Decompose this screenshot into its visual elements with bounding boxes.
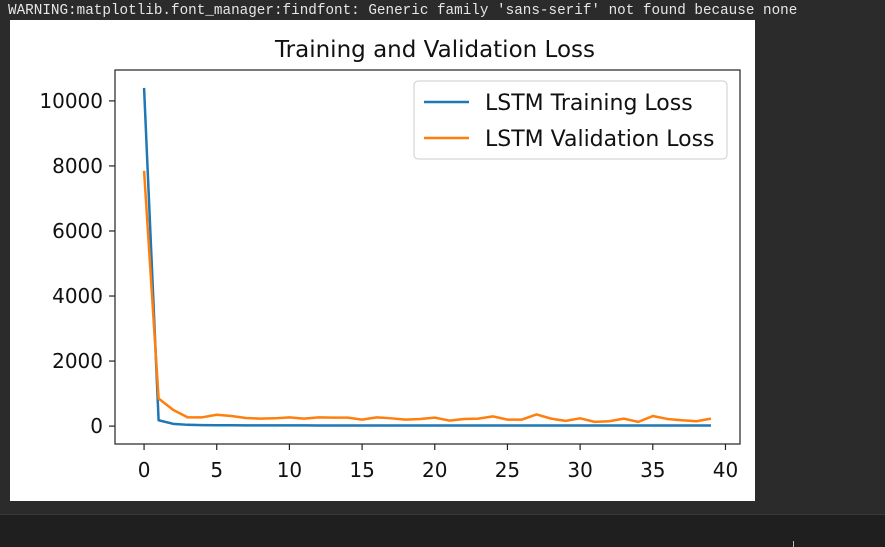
y-axis-ticks: 0 2000 4000 6000 8000 10000 bbox=[39, 89, 115, 438]
console-bottom-bar bbox=[0, 514, 885, 547]
legend-label-validation: LSTM Validation Loss bbox=[485, 127, 715, 152]
plot-frame bbox=[114, 69, 741, 445]
cursor-marker bbox=[793, 541, 794, 547]
validation-loss-line bbox=[142, 170, 712, 424]
x-tick-label: 20 bbox=[422, 458, 447, 482]
x-tick-label: 25 bbox=[495, 458, 520, 482]
x-tick-label: 10 bbox=[277, 458, 302, 482]
x-tick-label: 0 bbox=[138, 458, 151, 482]
chart-title: Training and Validation Loss bbox=[274, 37, 595, 63]
y-tick-label: 8000 bbox=[52, 154, 103, 178]
y-tick-label: 10000 bbox=[39, 89, 103, 113]
x-axis-ticks: 0 5 10 15 20 25 30 35 40 bbox=[138, 444, 738, 482]
x-tick-label: 15 bbox=[349, 458, 374, 482]
x-tick-label: 30 bbox=[567, 458, 592, 482]
y-tick-label: 0 bbox=[90, 414, 103, 438]
training-loss-line bbox=[142, 87, 711, 427]
x-tick-label: 35 bbox=[640, 458, 665, 482]
y-tick-label: 2000 bbox=[52, 349, 103, 373]
series-lines bbox=[142, 87, 712, 427]
x-tick-label: 5 bbox=[210, 458, 223, 482]
plot-output: Training and Validation Loss 0 5 10 15 20 25 3… bbox=[10, 20, 755, 501]
y-tick-label: 6000 bbox=[52, 219, 103, 243]
legend-box bbox=[413, 80, 728, 160]
console-warning: WARNING:matplotlib.font_manager:findfont… bbox=[8, 3, 798, 19]
legend-label-training: LSTM Training Loss bbox=[485, 91, 693, 116]
x-tick-label: 40 bbox=[713, 458, 738, 482]
line-chart: Training and Validation Loss 0 5 10 15 20 25 3… bbox=[39, 37, 741, 482]
y-tick-label: 4000 bbox=[52, 284, 103, 308]
chart-legend: LSTM Training Loss LSTM Validation Loss bbox=[413, 80, 728, 160]
